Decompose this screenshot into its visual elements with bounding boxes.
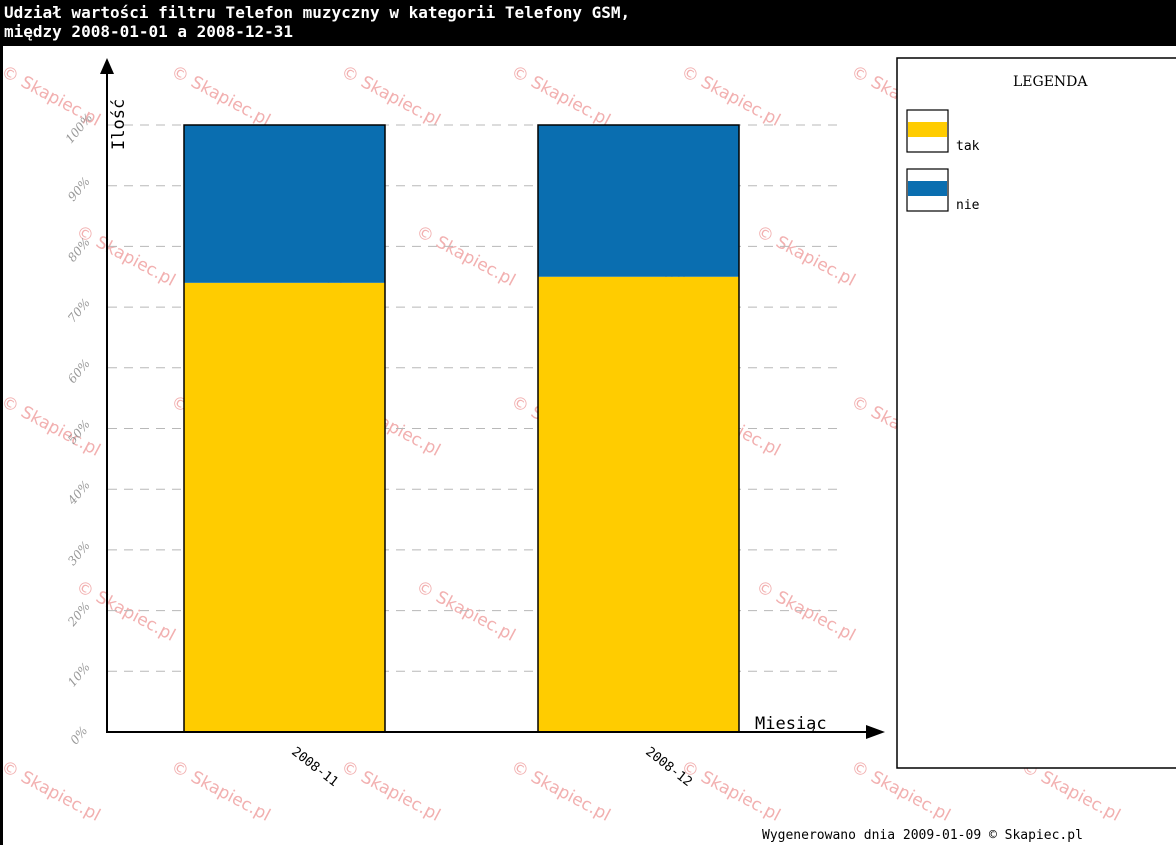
watermark-text: © Skapiec.pl — [678, 757, 784, 826]
watermark-text: © Skapiec.pl — [338, 757, 444, 826]
watermark-text: © Skapiec.pl — [168, 62, 274, 131]
chart-title: Udział wartości filtru Telefon muzyczny … — [0, 0, 1176, 46]
legend: LEGENDA tak nie — [896, 57, 1176, 769]
legend-item-nie: nie — [906, 168, 980, 213]
legend-label-nie: nie — [956, 198, 980, 213]
x-category-label: 2008-11 — [288, 744, 340, 790]
watermark-text: © Skapiec.pl — [338, 62, 444, 131]
x-axis-arrow — [866, 725, 885, 739]
bars — [183, 124, 740, 733]
y-tick-label: 90% — [65, 174, 93, 203]
y-tick-label: 70% — [65, 296, 93, 325]
chart-title-line-2: między 2008-01-01 a 2008-12-31 — [4, 22, 293, 41]
legend-swatch-tak-fill — [908, 122, 947, 137]
y-tick-label: 10% — [65, 660, 93, 689]
bar-2008-12-tak — [538, 276, 739, 732]
y-tick-label: 0% — [67, 724, 90, 748]
legend-title: LEGENDA — [1013, 74, 1088, 90]
watermark-text: © Skapiec.pl — [508, 62, 614, 131]
watermark-text: © Skapiec.pl — [0, 757, 104, 826]
y-axis-arrow — [100, 58, 114, 74]
frame-border-left — [0, 46, 3, 845]
legend-box — [896, 57, 1176, 769]
bar-2008-11-nie — [184, 125, 385, 283]
axes: Ilość Miesiąc — [100, 58, 885, 739]
y-axis-label: Ilość — [109, 99, 129, 150]
y-tick-label: 60% — [65, 357, 93, 386]
legend-swatch-nie-fill — [908, 181, 947, 196]
watermark-text: © Skapiec.pl — [168, 757, 274, 826]
watermark-text: © Skapiec.pl — [508, 757, 614, 826]
legend-item-tak: tak — [906, 109, 980, 154]
y-tick-label: 40% — [64, 478, 93, 508]
watermark-text: © Skapiec.pl — [73, 222, 179, 291]
y-tick-label: 30% — [65, 539, 93, 568]
watermark-text: © Skapiec.pl — [413, 577, 519, 646]
bar-2008-12-nie — [538, 125, 739, 277]
watermark-text: © Skapiec.pl — [413, 222, 519, 291]
footer-generated-text: Wygenerowano dnia 2009-01-09 © Skapiec.p… — [762, 828, 1083, 843]
legend-label-tak: tak — [956, 139, 980, 154]
watermark-text: © Skapiec.pl — [753, 222, 859, 291]
y-tick-label: 20% — [64, 599, 93, 629]
chart-title-line-1: Udział wartości filtru Telefon muzyczny … — [4, 3, 631, 22]
watermark-text: © Skapiec.pl — [678, 62, 784, 131]
watermark-text: © Skapiec.pl — [753, 577, 859, 646]
x-axis-label: Miesiąc — [755, 714, 827, 734]
bar-2008-11-tak — [184, 282, 385, 732]
